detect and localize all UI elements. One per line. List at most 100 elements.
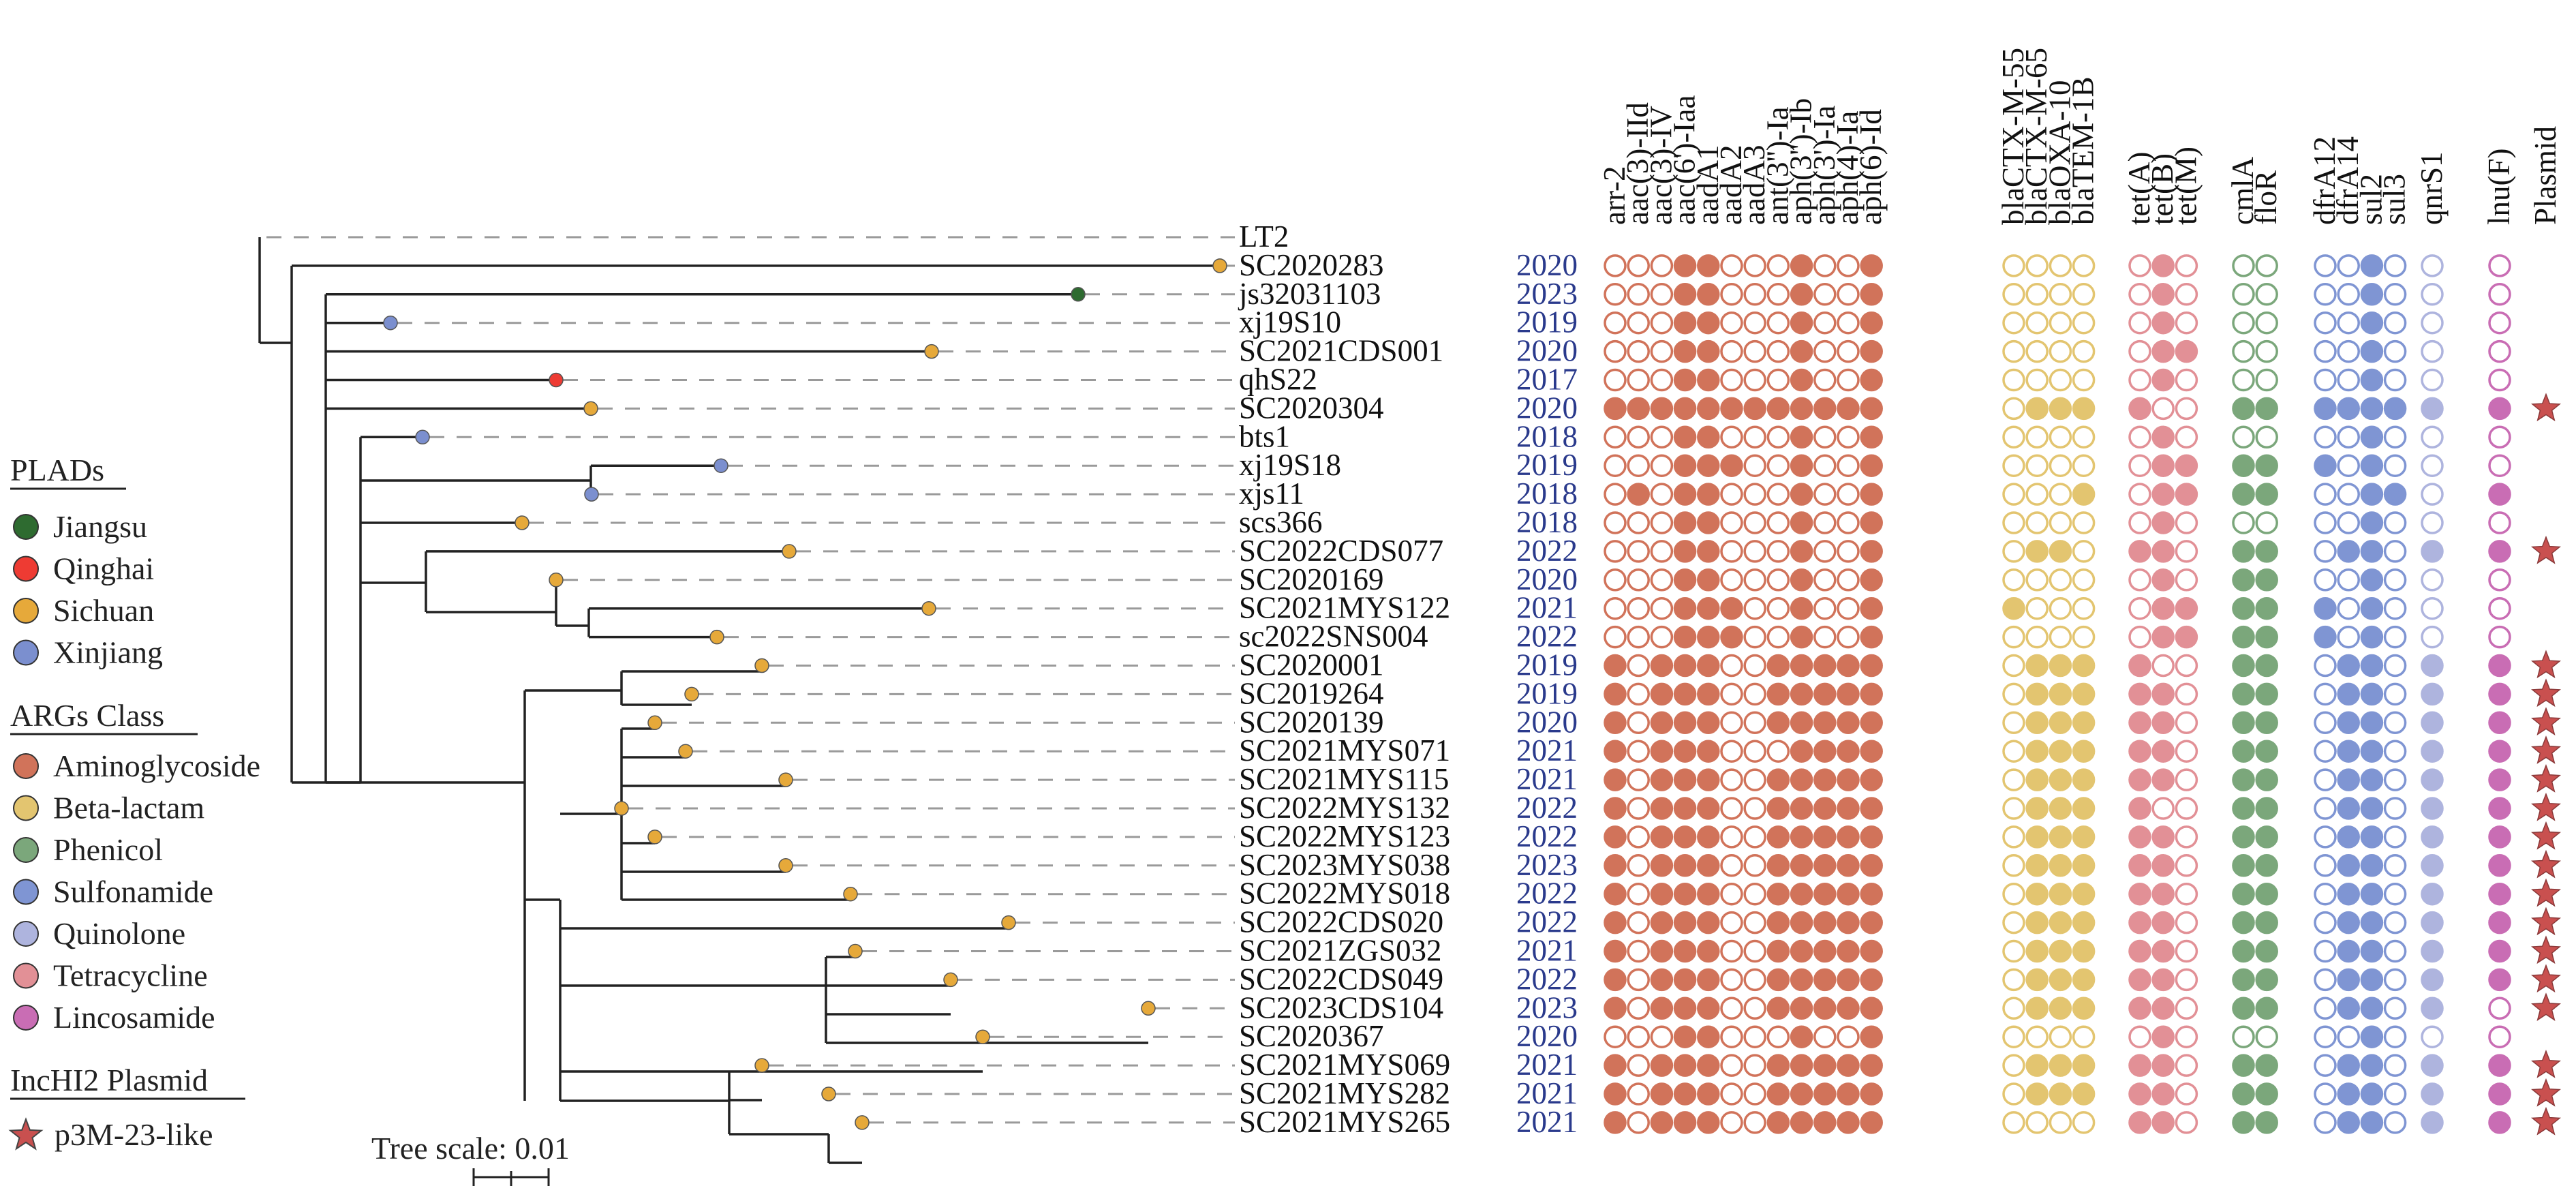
gene-cell-present: [1860, 397, 1883, 421]
gene-cell-present: [1790, 339, 1813, 363]
gene-cell-absent: [2002, 939, 2025, 963]
gene-cell-absent: [1627, 596, 1650, 620]
legend-star-icon: [8, 1117, 44, 1151]
gene-cell-present: [1790, 454, 1813, 477]
gene-cell-absent: [2314, 1111, 2337, 1134]
gene-cell-absent: [1627, 997, 1650, 1020]
gene-cell-absent: [1837, 625, 1860, 649]
gene-cell-present: [2314, 596, 2337, 620]
taxon-label: LT2: [1239, 219, 1289, 254]
gene-cell-absent: [2337, 511, 2360, 534]
gene-header: dfrA14: [2331, 136, 2365, 225]
gene-header: aph(6)-Id: [1854, 109, 1888, 225]
gene-cell-present: [1673, 882, 1697, 906]
gene-cell-present: [1673, 968, 1697, 992]
gene-cell-present: [2255, 1054, 2278, 1077]
gene-cell-present: [2360, 968, 2384, 992]
gene-cell-present: [2151, 939, 2175, 963]
gene-cell-present: [2421, 397, 2444, 421]
gene-cell-absent: [2488, 283, 2511, 306]
gene-cell-absent: [1627, 540, 1650, 563]
gene-cell-absent: [2232, 425, 2255, 449]
gene-cell-absent: [1743, 797, 1766, 820]
gene-cell-absent: [2383, 797, 2407, 820]
gene-cell-absent: [2488, 454, 2511, 477]
gene-cell-absent: [1604, 368, 1627, 392]
gene-cell-present: [2255, 625, 2278, 649]
gene-cell-absent: [1604, 483, 1627, 506]
gene-cell-absent: [1837, 540, 1860, 563]
gene-cell-absent: [1720, 568, 1743, 592]
gene-cell-absent: [2049, 625, 2072, 649]
gene-cell-absent: [1720, 368, 1743, 392]
gene-cell-absent: [2072, 596, 2096, 620]
gene-cell-present: [2049, 397, 2072, 421]
gene-cell-absent: [2314, 540, 2337, 563]
gene-cell-present: [2337, 540, 2360, 563]
tip-dot-sichuan: [647, 830, 662, 845]
gene-cell-absent: [2049, 339, 2072, 363]
gene-cell-present: [1860, 682, 1883, 706]
gene-cell-present: [2151, 540, 2175, 563]
gene-cell-present: [2360, 711, 2384, 735]
gene-cell-present: [2314, 397, 2337, 421]
gene-cell-present: [2232, 797, 2255, 820]
gene-cell-absent: [1720, 1082, 1743, 1106]
gene-cell-absent: [1720, 997, 1743, 1020]
gene-cell-present: [1860, 997, 1883, 1020]
gene-cell-absent: [2383, 740, 2407, 763]
gene-header: aph(4)-Ia: [1830, 111, 1865, 225]
gene-cell-absent: [1627, 939, 1650, 963]
gene-cell-absent: [1627, 825, 1650, 849]
gene-cell-present: [2151, 968, 2175, 992]
gene-cell-present: [1790, 1111, 1813, 1134]
gene-cell-present: [1837, 397, 1860, 421]
gene-cell-absent: [1743, 425, 1766, 449]
gene-cell-absent: [2072, 568, 2096, 592]
gene-cell-absent: [2421, 1025, 2444, 1048]
gene-cell-absent: [2255, 311, 2278, 335]
taxon-label: SC2021MYS115: [1239, 762, 1449, 796]
gene-cell-absent: [1813, 1025, 1837, 1048]
gene-cell-absent: [2002, 1111, 2025, 1134]
gene-cell-absent: [2255, 425, 2278, 449]
gene-cell-present: [1627, 397, 1650, 421]
gene-cell-absent: [2337, 254, 2360, 277]
gene-cell-present: [2072, 968, 2096, 992]
gene-cell-absent: [2175, 568, 2198, 592]
gene-cell-present: [2002, 596, 2025, 620]
gene-cell-present: [2025, 911, 2049, 934]
gene-cell-present: [2232, 768, 2255, 791]
year-label: 2020: [1516, 248, 1578, 282]
gene-header: blaCTX-M-65: [2019, 48, 2053, 225]
gene-cell-present: [2128, 854, 2151, 877]
gene-cell-absent: [2383, 368, 2407, 392]
gene-cell-present: [2232, 568, 2255, 592]
gene-cell-present: [2025, 740, 2049, 763]
gene-cell-present: [2151, 1111, 2175, 1134]
gene-cell-present: [1697, 511, 1720, 534]
gene-cell-absent: [1720, 654, 1743, 678]
gene-cell-present: [2049, 882, 2072, 906]
gene-cell-absent: [1743, 454, 1766, 477]
gene-cell-absent: [1743, 283, 1766, 306]
gene-header: blaTEM-1B: [2066, 77, 2100, 225]
gene-cell-absent: [2025, 283, 2049, 306]
gene-cell-absent: [2314, 911, 2337, 934]
gene-header: aph(3')-Ia: [1807, 105, 1841, 225]
gene-cell-absent: [1837, 596, 1860, 620]
gene-cell-present: [1813, 797, 1837, 820]
gene-cell-present: [1604, 1054, 1627, 1077]
tip-dot-sichuan: [678, 744, 693, 759]
taxon-label: SC2020283: [1239, 248, 1384, 282]
gene-cell-present: [1697, 625, 1720, 649]
gene-cell-absent: [2151, 397, 2175, 421]
tip-dot-sichuan: [754, 1058, 769, 1073]
gene-cell-absent: [2488, 254, 2511, 277]
gene-cell-absent: [2314, 254, 2337, 277]
gene-cell-absent: [1813, 454, 1837, 477]
taxon-label: SC2022CDS020: [1239, 905, 1443, 939]
gene-cell-absent: [1627, 968, 1650, 992]
gene-cell-present: [2488, 882, 2511, 906]
